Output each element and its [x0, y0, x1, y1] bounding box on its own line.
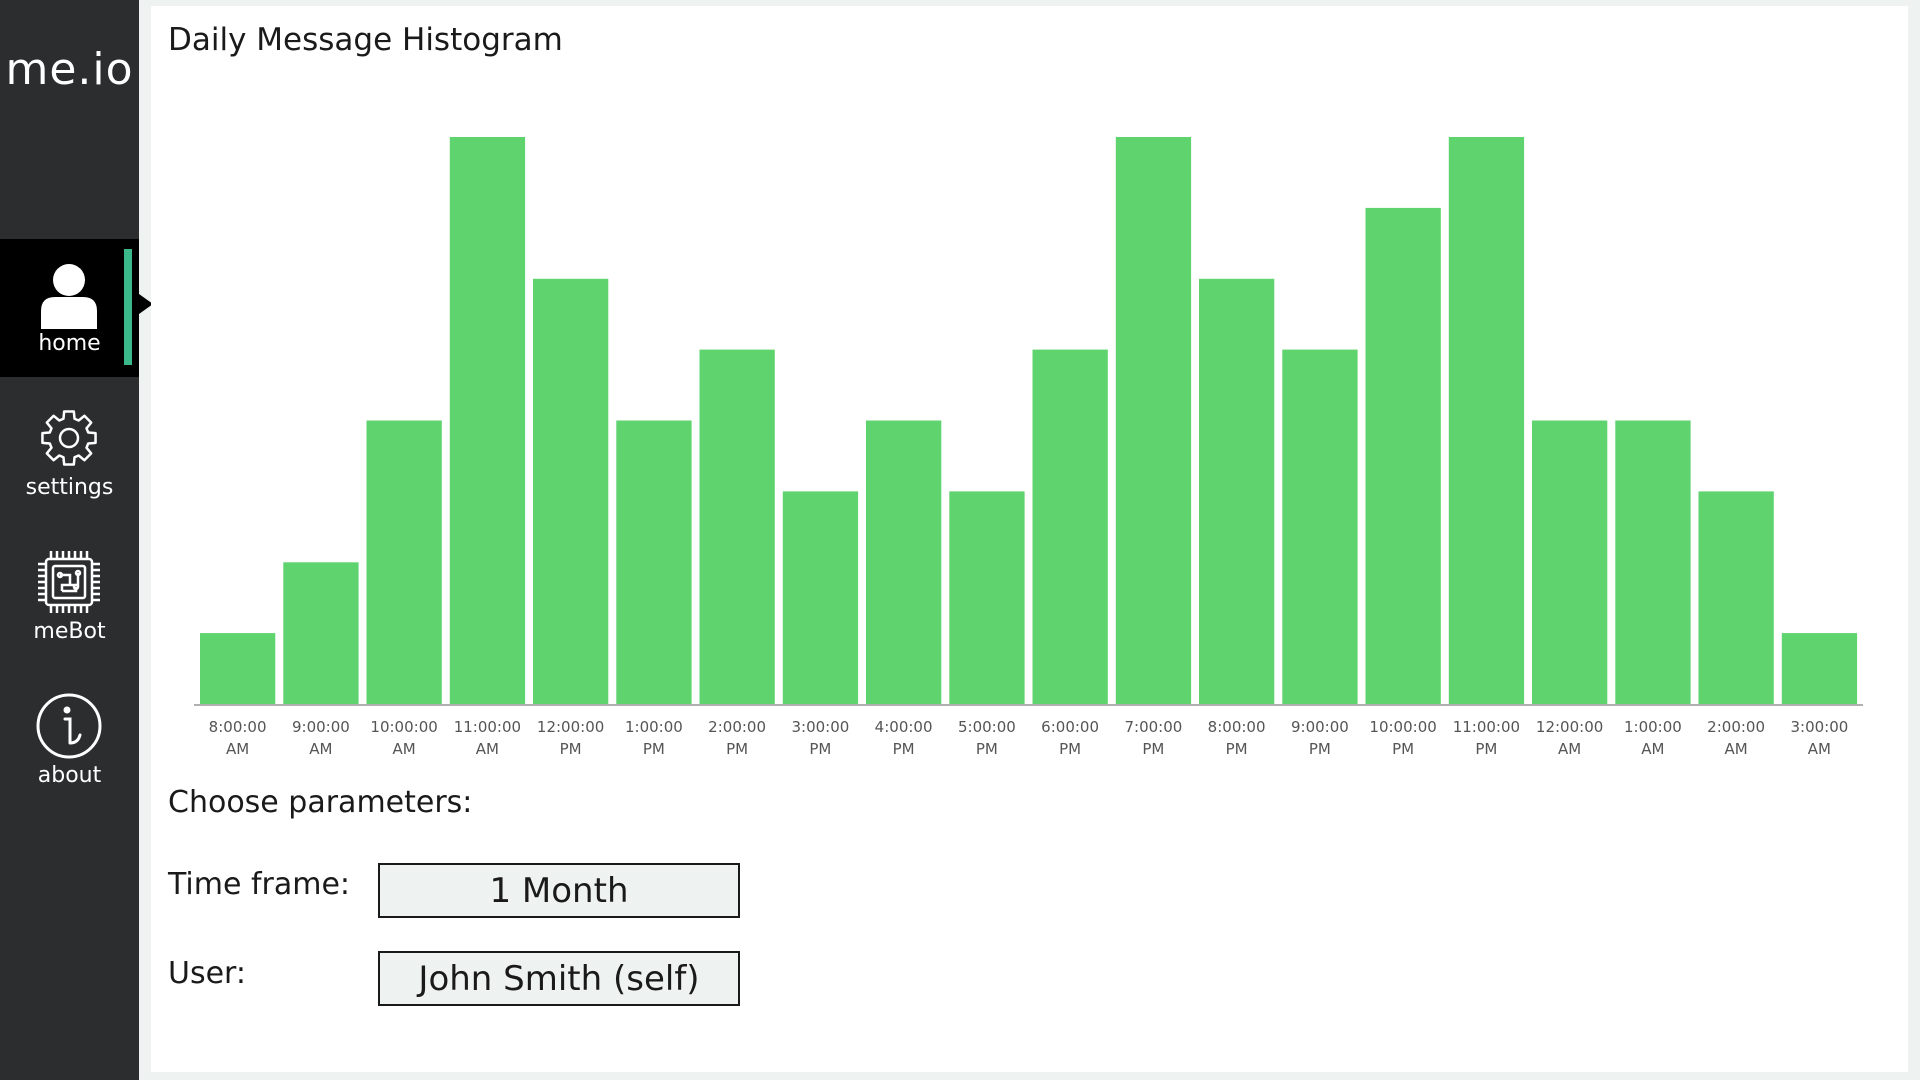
histogram-bar	[1532, 420, 1608, 704]
x-tick-label: 7:00:00	[1124, 718, 1182, 736]
x-tick-label: AM	[1558, 740, 1581, 758]
x-tick-label: AM	[1808, 740, 1831, 758]
histogram-bar	[533, 278, 609, 705]
x-tick-label: 5:00:00	[958, 718, 1016, 736]
histogram-bar	[1115, 137, 1192, 704]
x-tick-label: PM	[1059, 740, 1081, 758]
sidebar: me.io home settings	[0, 0, 153, 1080]
main-panel: Daily Message Histogram 8:00:00 AM 9:00:00…	[151, 6, 1908, 1072]
sidebar-item-label: home	[38, 331, 101, 356]
x-tick-label: PM	[643, 740, 665, 758]
user-label: User:	[168, 956, 246, 991]
x-tick-label: 1:00:00	[1624, 718, 1682, 736]
x-tick-label: PM	[1142, 740, 1164, 758]
histogram-chart: 8:00:00 AM 9:00:00 AM 10:00:00 AM 11:00:00 AM 12…	[194, 137, 1863, 758]
gear-icon	[41, 410, 97, 466]
x-tick-label: 4:00:00	[875, 718, 933, 736]
x-tick-label: 11:00:00	[1453, 718, 1520, 736]
params-title: Choose parameters:	[168, 785, 473, 820]
x-tick-label: PM	[1309, 740, 1331, 758]
x-tick-label: AM	[309, 740, 332, 758]
x-tick-label: 11:00:00	[454, 718, 521, 736]
x-tick-label: AM	[476, 740, 499, 758]
x-tick-label: 6:00:00	[1041, 718, 1099, 736]
histogram-bar	[283, 562, 359, 705]
x-tick-label: PM	[809, 740, 831, 758]
x-tick-label: AM	[1641, 740, 1664, 758]
sidebar-item-about[interactable]: about	[0, 671, 139, 809]
x-tick-label: PM	[560, 740, 582, 758]
histogram-bar	[1365, 207, 1441, 704]
sidebar-item-label: settings	[25, 475, 114, 500]
x-tick-label: 9:00:00	[292, 718, 350, 736]
x-tick-label: 2:00:00	[1707, 718, 1765, 736]
chip-icon	[38, 551, 100, 613]
histogram-bar	[1282, 349, 1358, 704]
x-tick-label: PM	[893, 740, 915, 758]
x-tick-label: 9:00:00	[1291, 718, 1349, 736]
x-tick-labels: 8:00:00 AM 9:00:00 AM 10:00:00 AM 11:00:00 AM 12…	[209, 718, 1849, 758]
x-tick-label: PM	[1226, 740, 1248, 758]
x-tick-label: PM	[726, 740, 748, 758]
histogram-bar	[200, 633, 276, 704]
histogram-bar	[449, 137, 526, 704]
user-field[interactable]: John Smith (self)	[378, 951, 740, 1006]
x-tick-label: 10:00:00	[1369, 718, 1436, 736]
active-pointer	[139, 294, 153, 314]
x-tick-label: 12:00:00	[537, 718, 604, 736]
x-tick-label: 12:00:00	[1536, 718, 1603, 736]
histogram-bar	[866, 420, 942, 704]
histogram-bar	[782, 491, 859, 704]
chart-title: Daily Message Histogram	[168, 22, 563, 58]
x-tick-label: 10:00:00	[370, 718, 437, 736]
x-tick-label: 2:00:00	[708, 718, 766, 736]
timeframe-field[interactable]: 1 Month	[378, 863, 740, 918]
sidebar-item-label: meBot	[33, 619, 106, 644]
sidebar-item-home[interactable]: home	[0, 239, 153, 377]
info-icon	[36, 693, 102, 759]
x-tick-label: 1:00:00	[625, 718, 683, 736]
histogram-bar	[1698, 491, 1774, 704]
histogram-bar	[949, 491, 1025, 704]
histogram-bar	[1615, 420, 1691, 704]
sidebar-item-mebot[interactable]: meBot	[0, 527, 139, 665]
histogram-bar	[1199, 278, 1275, 705]
bars	[200, 137, 1858, 705]
x-tick-label: 8:00:00	[209, 718, 267, 736]
timeframe-label: Time frame:	[168, 867, 351, 902]
x-tick-label: 3:00:00	[791, 718, 849, 736]
sidebar-item-settings[interactable]: settings	[0, 383, 139, 521]
x-tick-label: PM	[1475, 740, 1497, 758]
x-tick-label: 3:00:00	[1790, 718, 1848, 736]
sidebar-item-label: about	[37, 763, 102, 788]
histogram-bar	[616, 420, 692, 704]
histogram-bar	[699, 349, 775, 704]
x-tick-label: AM	[226, 740, 249, 758]
x-tick-label: PM	[976, 740, 998, 758]
app-logo: me.io	[5, 44, 134, 95]
x-tick-label: AM	[392, 740, 415, 758]
histogram-bar	[366, 420, 442, 704]
user-icon	[41, 264, 97, 329]
histogram-bar	[1448, 137, 1525, 704]
histogram-bar	[1781, 633, 1858, 704]
x-tick-label: 8:00:00	[1208, 718, 1266, 736]
x-tick-label: PM	[1392, 740, 1414, 758]
active-indicator	[124, 249, 132, 365]
histogram-bar	[1032, 349, 1108, 704]
x-tick-label: AM	[1724, 740, 1747, 758]
